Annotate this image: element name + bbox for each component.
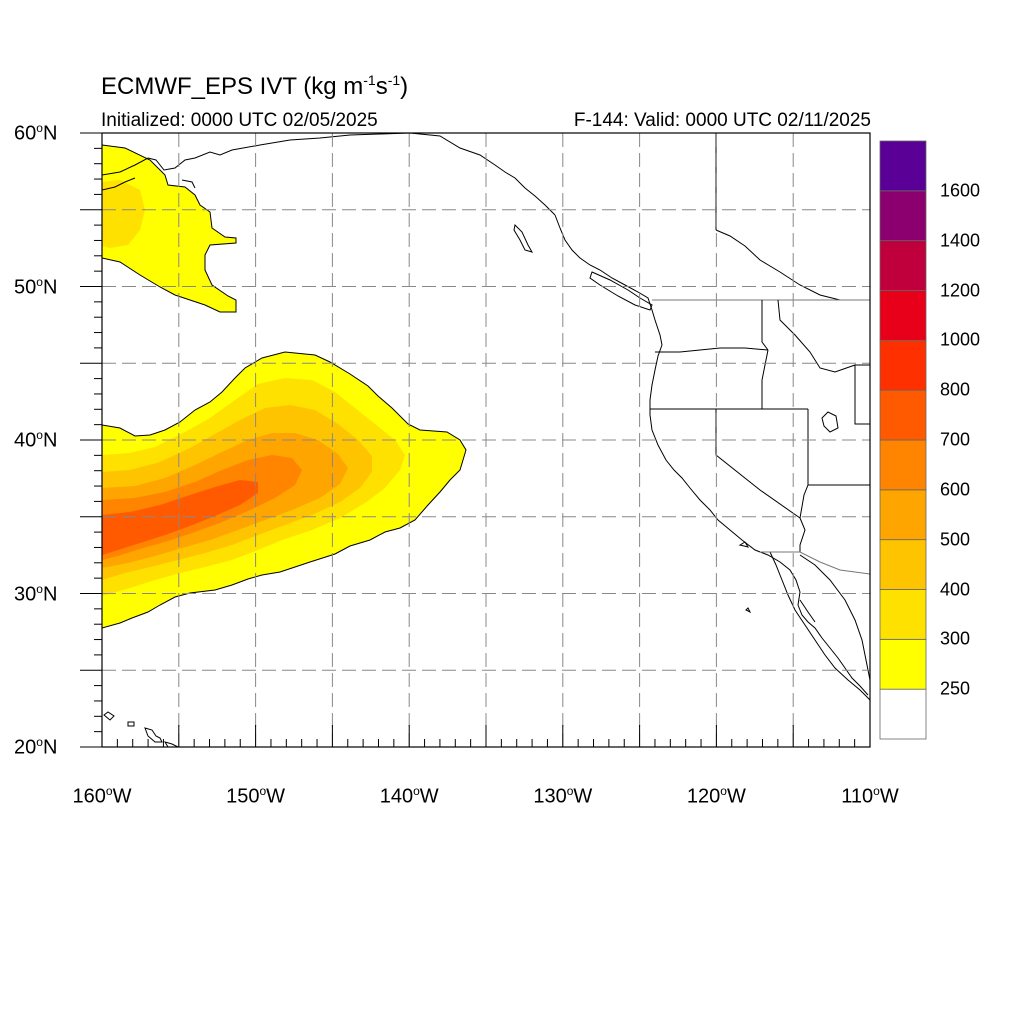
ivt-region-northwest-inner [102, 180, 145, 248]
colorbar-label: 1400 [940, 230, 981, 251]
colorbar-swatch [879, 339, 927, 391]
colorbar-swatch [879, 638, 927, 690]
ivt-shading [102, 144, 467, 629]
colorbar-swatch [879, 589, 927, 640]
colorbar-swatch [879, 290, 927, 341]
colorbar-swatch [879, 688, 927, 740]
lon-label: 150oW [226, 784, 286, 808]
colorbar-label: 600 [940, 479, 971, 500]
colorbar-label: 700 [940, 429, 971, 450]
lon-label: 110oW [841, 784, 899, 808]
valid-time-label: F-144: Valid: 0000 UTC 02/11/2025 [573, 110, 871, 131]
colorbar-swatch [879, 489, 927, 541]
ivt-region-northwest [102, 144, 237, 313]
colorbar-swatch [879, 439, 927, 491]
ivt-plume-700 [102, 480, 258, 555]
colorbar-label: 1200 [940, 280, 981, 300]
colorbar-label: 1600 [940, 180, 981, 201]
lat-label: 30oN [14, 581, 58, 606]
lat-label: 40oN [14, 428, 58, 452]
coastlines [102, 133, 870, 747]
colorbar-swatch [879, 539, 927, 590]
colorbar-label: 250 [940, 678, 971, 699]
chart-title: ECMWF_EPS IVT (kg m-1s-1) [101, 72, 409, 100]
colorbar-label: 400 [940, 579, 971, 599]
colorbar-label: 800 [940, 379, 971, 400]
axis-ticks [80, 132, 871, 748]
colorbar-label: 300 [940, 628, 971, 649]
colorbar [879, 140, 927, 740]
colorbar-swatch [879, 240, 927, 291]
lat-label: 20oN [14, 735, 58, 759]
political-borders [650, 133, 870, 575]
graticule [102, 133, 870, 747]
lon-label: 160oW [72, 784, 132, 808]
lon-label: 140oW [379, 784, 439, 808]
colorbar-label: 1000 [940, 329, 981, 350]
colorbar-label: 500 [940, 529, 971, 550]
colorbar-swatch [879, 389, 927, 441]
colorbar-swatch [879, 140, 927, 192]
lat-label: 60oN [14, 121, 58, 145]
lon-label: 130oW [533, 784, 593, 808]
lat-label: 50oN [14, 274, 58, 299]
init-time-label: Initialized: 0000 UTC 02/05/2025 [101, 110, 378, 131]
colorbar-swatch [879, 190, 927, 242]
lon-label: 120oW [686, 784, 746, 808]
